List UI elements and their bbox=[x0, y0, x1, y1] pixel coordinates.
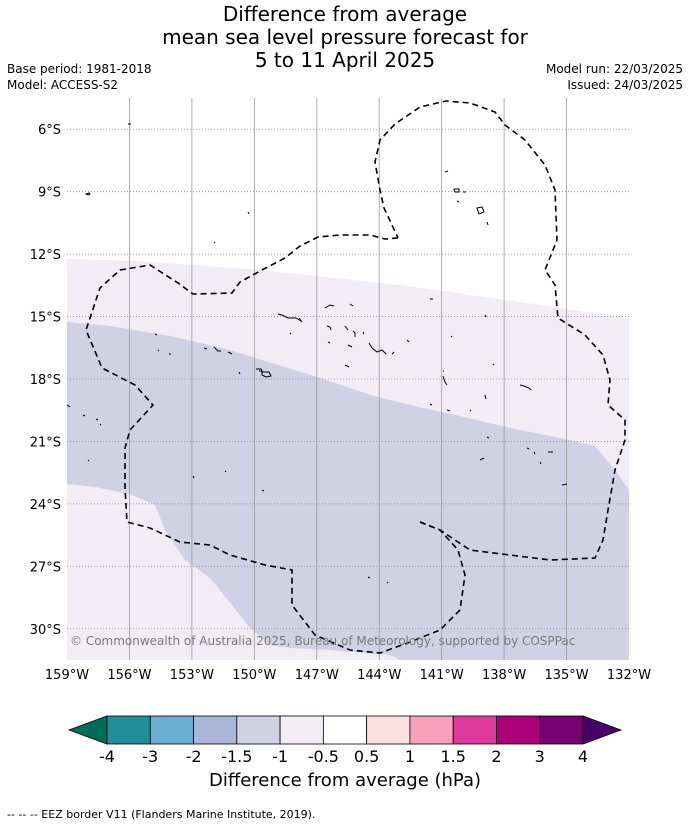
colorbar-tick-label: 0.5 bbox=[354, 747, 379, 766]
colorbar-box bbox=[496, 715, 541, 745]
colorbar-extend-high bbox=[582, 715, 623, 745]
colorbar-label: Difference from average (hPa) bbox=[208, 770, 482, 791]
base-period-label: Base period: 1981-2018 bbox=[7, 62, 152, 76]
colorbar-box bbox=[409, 715, 454, 745]
issued-label: Issued: 24/03/2025 bbox=[567, 78, 683, 92]
colorbar-tick-label: 1 bbox=[405, 747, 415, 766]
colorbar-extend-low bbox=[67, 715, 108, 745]
colorbar-box bbox=[366, 715, 411, 745]
colorbar-box bbox=[322, 715, 368, 745]
lat-tick-label: 15°S bbox=[30, 311, 61, 326]
model-run-label: Model run: 22/03/2025 bbox=[545, 62, 683, 76]
lon-tick-label: 132°W bbox=[607, 668, 651, 683]
lon-tick-label: 156°W bbox=[107, 668, 151, 683]
colorbar-tick-label: -1.5 bbox=[221, 747, 252, 766]
colorbar-box bbox=[279, 715, 324, 745]
colorbar-box bbox=[106, 715, 151, 745]
eez-border-cookislands bbox=[374, 100, 626, 561]
colorbar-box bbox=[149, 715, 194, 745]
lat-tick-label: 6°S bbox=[38, 123, 61, 138]
colorbar-tick-label: -2 bbox=[186, 747, 202, 766]
colorbar-tick-label: 2 bbox=[491, 747, 501, 766]
lon-tick-label: 153°W bbox=[170, 668, 214, 683]
lon-tick-label: 159°W bbox=[45, 668, 89, 683]
lon-tick-label: 141°W bbox=[420, 668, 464, 683]
colorbar-tick-label: -4 bbox=[99, 747, 115, 766]
forecast-map: 159°W 156°W 153°W 150°W 147°W 144°W 141°W 138°W… bbox=[30, 98, 652, 683]
colorbar-boxes bbox=[67, 715, 623, 745]
chart-title-line1: Difference from average bbox=[222, 2, 468, 26]
chart-title-line3: 5 to 11 April 2025 bbox=[254, 48, 436, 72]
colorbar-tick-label: 4 bbox=[578, 747, 588, 766]
lat-tick-label: 27°S bbox=[30, 560, 61, 575]
colorbar-box bbox=[539, 715, 584, 745]
lat-tick-label: 21°S bbox=[30, 435, 61, 450]
chart-title-line2: mean sea level pressure forecast for bbox=[162, 25, 528, 49]
colorbar-tick-label: 1.5 bbox=[440, 747, 465, 766]
lat-tick-label: 12°S bbox=[30, 248, 61, 263]
copyright-notice: © Commonwealth of Australia 2025, Bureau… bbox=[70, 634, 576, 648]
lon-tick-label: 147°W bbox=[295, 668, 339, 683]
lon-tick-label: 144°W bbox=[357, 668, 401, 683]
lat-tick-label: 18°S bbox=[30, 373, 61, 388]
lat-tick-label: 30°S bbox=[30, 623, 61, 638]
lon-tick-label: 138°W bbox=[482, 668, 526, 683]
anomaly-region-medium bbox=[67, 322, 629, 660]
model-label: Model: ACCESS-S2 bbox=[7, 78, 119, 92]
colorbar-box bbox=[193, 715, 238, 745]
island-coastlines bbox=[66, 123, 568, 584]
eez-legend-note: -- -- -- EEZ border V11 (Flanders Marine… bbox=[7, 808, 316, 821]
eez-border bbox=[85, 100, 626, 654]
colorbar-tick-label: -0.5 bbox=[308, 747, 339, 766]
colorbar-box bbox=[236, 715, 281, 745]
colorbar-box bbox=[452, 715, 497, 745]
eez-border-outer bbox=[85, 234, 466, 654]
axis-labels: 159°W 156°W 153°W 150°W 147°W 144°W 141°W 138°W… bbox=[30, 123, 652, 683]
lat-tick-label: 9°S bbox=[38, 186, 61, 201]
colorbar-tick-label: -3 bbox=[142, 747, 158, 766]
colorbar-tick-label: -1 bbox=[272, 747, 288, 766]
map-gridlines bbox=[67, 98, 629, 660]
colorbar-tick-label: 3 bbox=[535, 747, 545, 766]
colorbar-ticks: -4 -3 -2 -1.5 -1 -0.5 0.5 1 1.5 2 3 4 bbox=[99, 747, 588, 766]
anomaly-fields bbox=[67, 259, 629, 660]
lat-tick-label: 24°S bbox=[30, 498, 61, 513]
lon-tick-label: 150°W bbox=[232, 668, 276, 683]
lon-tick-label: 135°W bbox=[544, 668, 588, 683]
